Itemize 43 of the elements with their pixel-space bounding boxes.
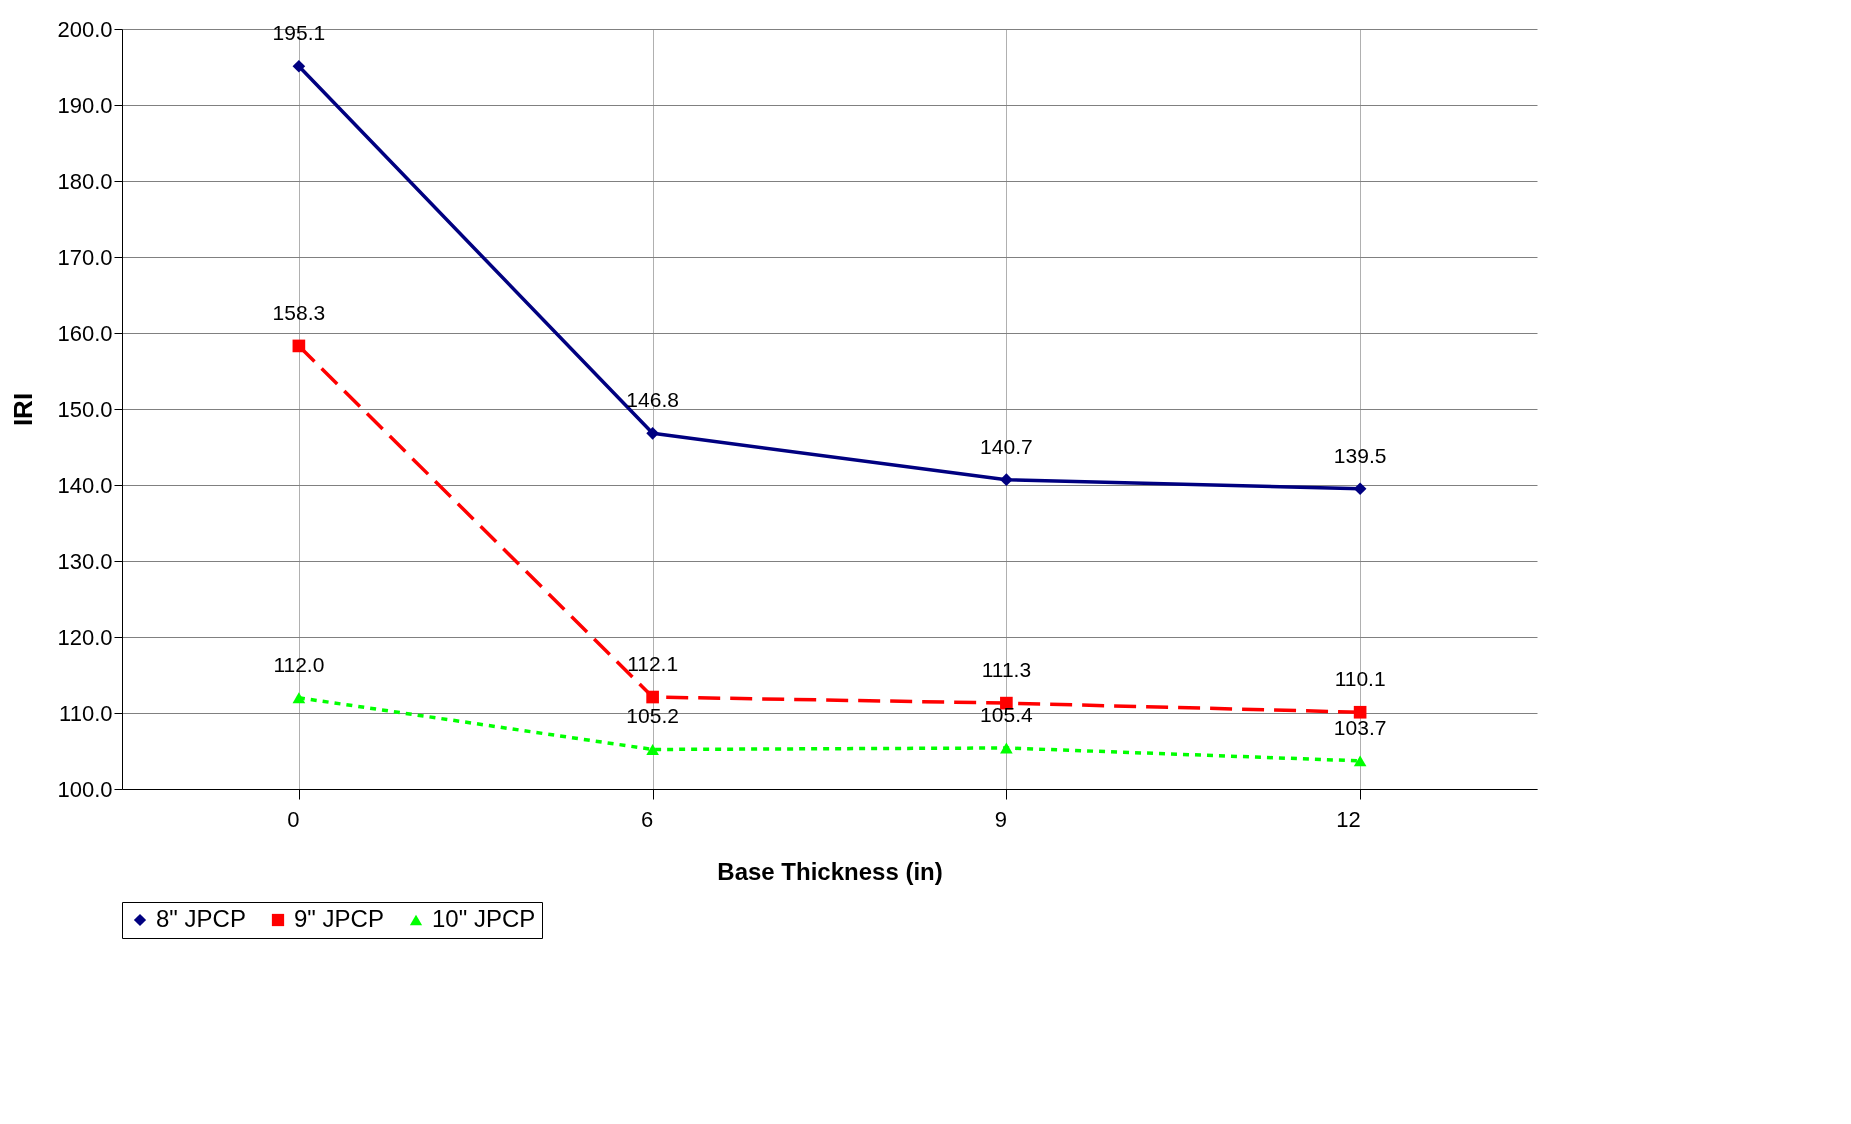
y-tick-label: 130.0 [57,548,113,574]
y-tick-label: 200.0 [57,16,113,42]
y-tick-label: 120.0 [57,624,113,650]
y-tick-label: 170.0 [57,244,113,270]
y-tick-label: 190.0 [57,92,113,118]
point [1000,473,1013,486]
data-label: 112.1 [627,652,679,676]
data-label: 140.7 [980,434,1033,458]
y-tick-label: 110.0 [59,700,113,726]
point [1353,482,1367,496]
data-label: 158.3 [272,300,326,324]
data-label: 195.1 [272,21,326,45]
data-label: 110.1 [1334,667,1386,691]
x-axis-title: Base Thickness (in) [717,857,943,885]
y-tick-label: 150.0 [57,396,113,422]
legend-label: 10" JPCP [432,905,536,932]
point [1353,705,1367,719]
y-tick-label: 100.0 [57,776,113,802]
legend-label: 8" JPCP [156,905,246,932]
data-label: 103.7 [1333,715,1387,739]
data-label: 146.8 [626,388,679,412]
y-axis-title: IRI [8,392,39,427]
y-tick-label: 180.0 [57,168,113,194]
x-tick-label: 0 [287,806,300,832]
point [646,427,659,440]
point [292,59,306,73]
x-tick-label: 9 [994,806,1007,832]
y-tick-label: 140.0 [57,472,113,498]
data-label: 112.0 [273,652,325,676]
data-label: 105.2 [626,704,679,728]
y-tick-label: 160.0 [57,320,113,346]
legend-label: 9" JPCP [294,905,384,932]
x-tick-label: 6 [640,806,654,832]
point [646,690,659,704]
point [1000,742,1013,754]
data-label: 111.3 [981,658,1032,682]
point [292,692,306,704]
x-tick-label: 12 [1336,806,1361,832]
data-label: 139.5 [1333,443,1387,467]
point [1353,755,1367,767]
data-label: 105.4 [980,702,1033,726]
point [646,744,659,755]
point [292,339,306,353]
